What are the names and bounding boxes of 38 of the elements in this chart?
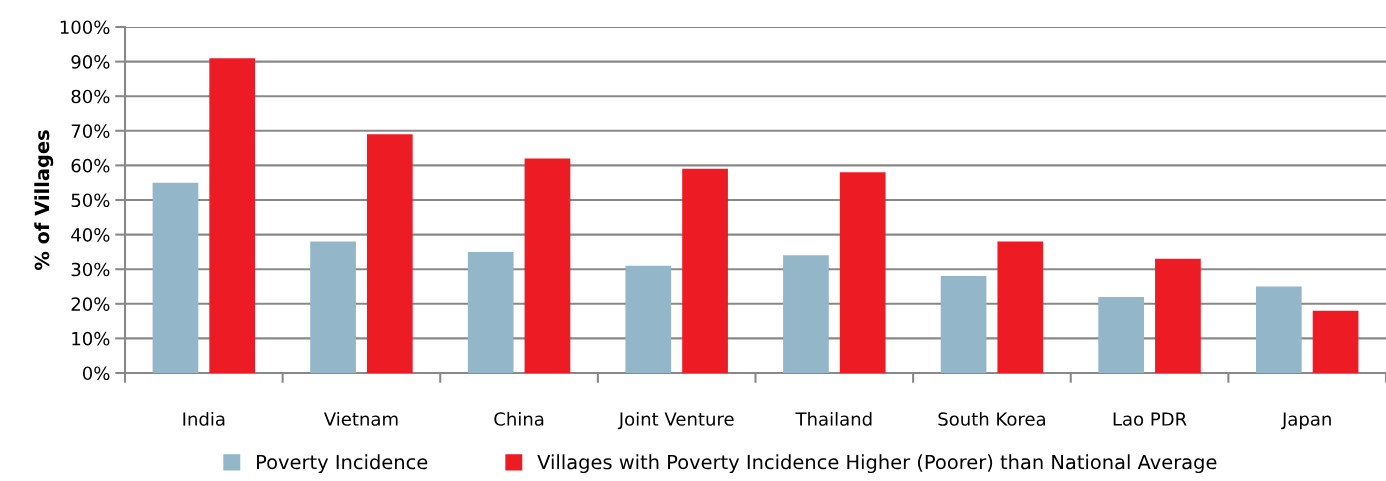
bar — [1155, 258, 1201, 373]
y-axis-title: % of Villages — [34, 130, 54, 271]
x-tick-label: Thailand — [795, 411, 872, 426]
bar — [940, 276, 987, 373]
bar — [997, 241, 1044, 373]
x-tick-label: China — [494, 411, 544, 426]
x-tick-label: South Korea — [938, 411, 1045, 426]
bar — [839, 172, 886, 373]
x-tick-label: Joint Venture — [617, 411, 734, 430]
x-tick-label: Lao PDR — [1113, 412, 1187, 426]
y-tick-label: 60% — [71, 158, 110, 173]
y-tick-label: 0% — [82, 366, 110, 381]
y-tick-label: 20% — [71, 297, 110, 311]
y-tick-label: 30% — [71, 262, 110, 277]
x-tick-label: India — [183, 411, 225, 426]
bar — [1312, 310, 1359, 373]
bar — [467, 251, 514, 373]
y-tick-label: 50% — [71, 193, 110, 208]
legend-label: Villages with Poverty Incidence Higher (Poorer) than National Average — [537, 454, 1217, 474]
y-tick-label: 80% — [71, 89, 110, 104]
bar — [524, 158, 571, 373]
y-tick-label: 10% — [72, 331, 110, 346]
x-tick-label: Vietnam — [323, 411, 398, 426]
y-tick-label: 70% — [71, 124, 110, 138]
bar — [682, 168, 728, 373]
y-tick-label: 100% — [60, 20, 110, 35]
bar — [783, 255, 829, 373]
bar — [152, 182, 199, 373]
bar — [310, 241, 356, 373]
bar — [366, 134, 413, 373]
y-tick-label: 40% — [71, 228, 110, 242]
y-tick-label: 90% — [71, 55, 110, 69]
bar — [625, 265, 672, 373]
bar — [1098, 296, 1145, 373]
x-tick-label: Japan — [1281, 412, 1331, 430]
bar — [1255, 286, 1302, 373]
legend-label: Poverty Incidence — [257, 454, 428, 474]
bar — [209, 58, 256, 373]
